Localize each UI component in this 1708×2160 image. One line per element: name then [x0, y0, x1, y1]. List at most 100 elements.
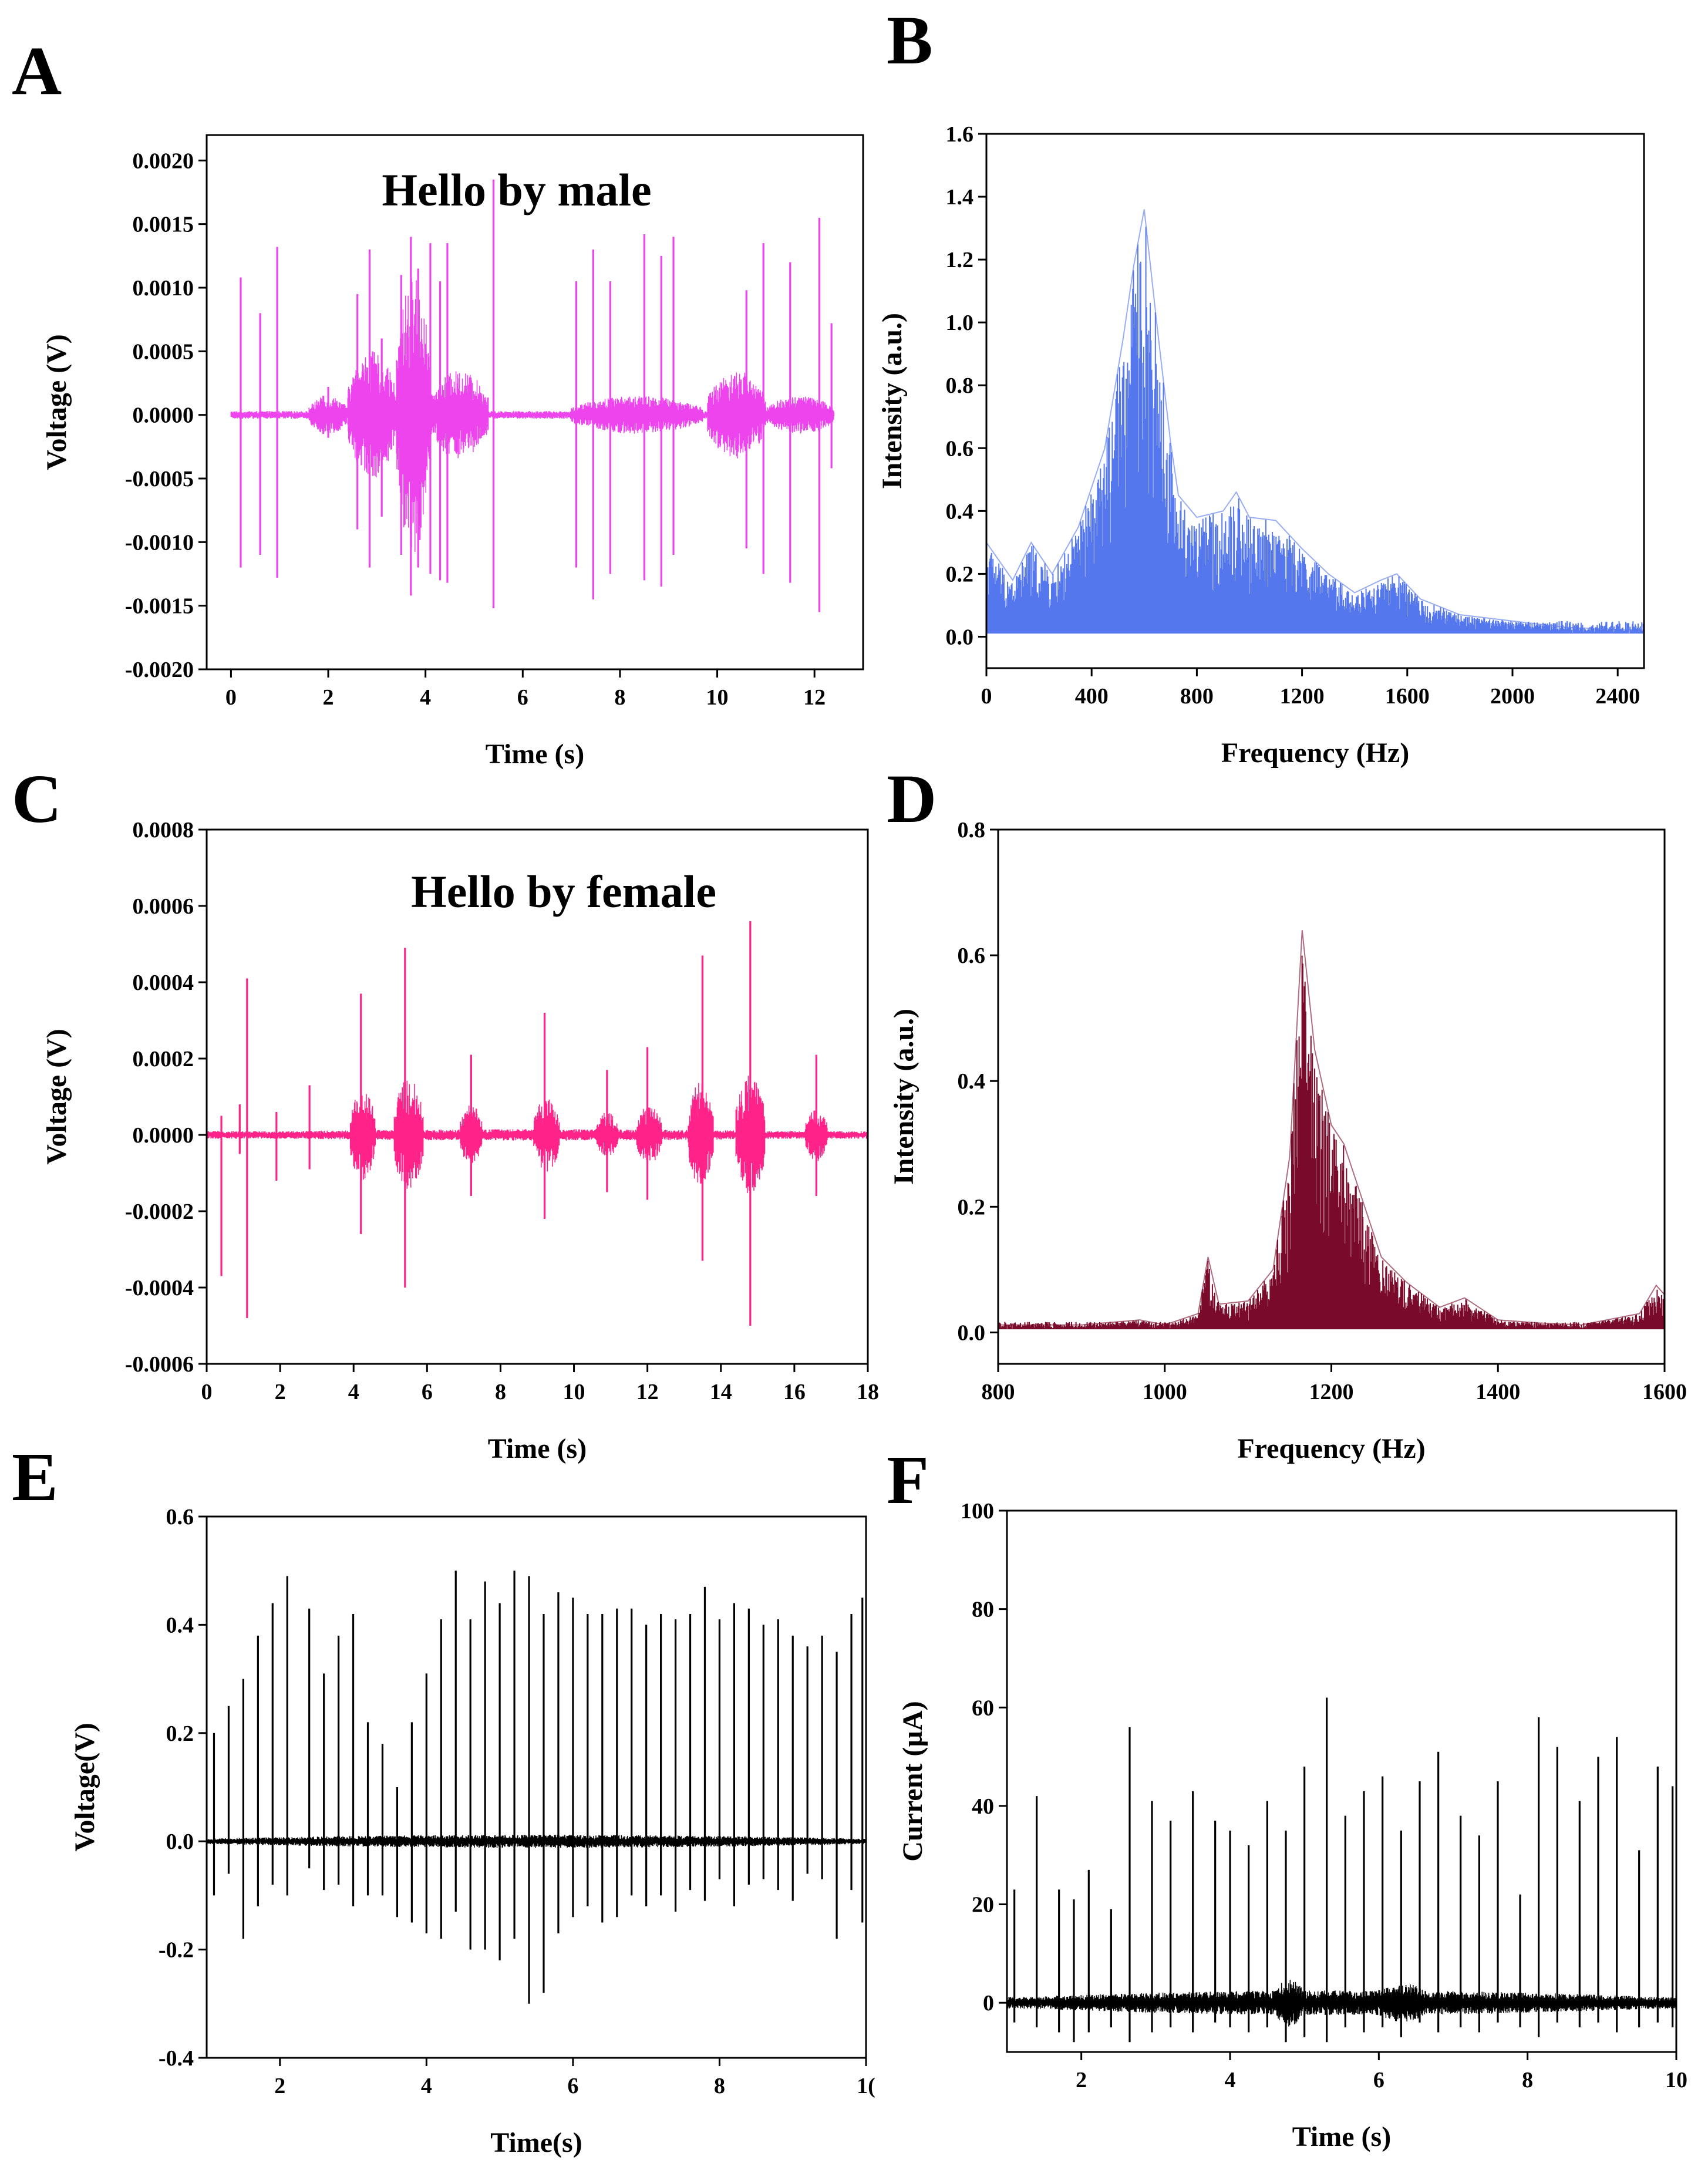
y-tick-label: 0.6: [958, 943, 986, 968]
y-tick-label: 0.8: [946, 373, 974, 398]
series-spectrum: [998, 930, 1665, 1330]
y-tick-label: 0.6: [166, 1505, 194, 1529]
x-tick-label: 1400: [1475, 1380, 1520, 1404]
plot-frame: [206, 134, 864, 670]
x-tick-label: 12: [803, 685, 826, 710]
y-tick-label: 0.0: [166, 1829, 194, 1854]
y-tick-label: 0.0: [946, 625, 974, 649]
x-tick-label: 2: [323, 685, 334, 710]
y-tick-label: 1.6: [946, 122, 974, 147]
y-axis-label: Voltage (V): [41, 1029, 72, 1165]
y-tick-label: 0.4: [166, 1613, 194, 1637]
y-tick-label: 0.0000: [133, 1123, 194, 1148]
y-tick-label: -0.0005: [125, 467, 194, 491]
x-tick-label: 14: [710, 1380, 732, 1404]
spectrum-envelope: [986, 209, 1644, 631]
x-tick-label: 10: [563, 1380, 585, 1404]
y-axis-label: Current (µA): [897, 1701, 928, 1861]
y-tick-label: 0.0006: [133, 894, 194, 919]
y-tick-label: 0.0: [958, 1320, 986, 1345]
y-tick-label: 1.0: [946, 311, 974, 335]
x-tick-label: 800: [982, 1380, 1015, 1404]
x-axis-label: Time (s): [1292, 2121, 1391, 2152]
x-tick-label: 800: [1180, 684, 1214, 709]
y-tick-label: -0.0015: [125, 594, 194, 619]
y-axis-label: Voltage (V): [41, 334, 72, 470]
y-axis-label: Voltage(V): [69, 1723, 100, 1852]
x-tick-label: 18: [857, 1380, 879, 1404]
x-tick-label: 6: [567, 2074, 578, 2098]
x-tick-label: 1600: [1642, 1380, 1687, 1404]
plot-frame: [206, 828, 869, 1365]
x-axis-label: Time(s): [490, 2127, 582, 2158]
x-tick-label: 1(: [857, 2074, 875, 2098]
panel-letter: E: [12, 1438, 58, 1515]
x-tick-label: 4: [348, 1380, 359, 1404]
plot-frame: [1006, 1509, 1677, 2053]
series-signal: [207, 1571, 866, 2004]
plot-frame: [206, 1515, 867, 2059]
series-signal: [230, 179, 835, 612]
x-tick-label: 2000: [1490, 684, 1535, 709]
x-tick-label: 0: [981, 684, 992, 709]
x-axis-label: Frequency (Hz): [1237, 1433, 1425, 1464]
x-tick-label: 16: [783, 1380, 806, 1404]
y-tick-label: -0.2: [159, 1938, 194, 1963]
y-tick-label: 0.2: [958, 1195, 986, 1219]
x-tick-label: 8: [1522, 2068, 1533, 2092]
x-tick-label: 4: [420, 685, 431, 710]
y-tick-label: 0.4: [958, 1069, 986, 1094]
y-tick-label: 80: [972, 1598, 994, 1622]
y-tick-label: 0.4: [946, 499, 974, 524]
y-tick-label: 0.0020: [133, 149, 194, 173]
y-tick-label: 60: [972, 1696, 994, 1720]
y-tick-label: 20: [972, 1893, 994, 1918]
x-tick-label: 0: [225, 685, 237, 710]
x-tick-label: 10: [1665, 2068, 1687, 2092]
x-tick-label: 4: [1225, 2068, 1236, 2092]
y-tick-label: 0.0004: [133, 971, 194, 995]
x-tick-label: 8: [495, 1380, 506, 1404]
x-tick-label: 2: [1076, 2068, 1087, 2092]
y-tick-label: 100: [961, 1499, 994, 1524]
panel-b: B 0 400 800 1200 1600 2000 2400 0.0 0.2 0.4 0.6 0.8 1…: [877, 2, 1645, 769]
x-tick-label: 8: [614, 685, 625, 710]
x-axis-label: Time (s): [486, 739, 584, 770]
y-tick-label: 1.2: [946, 248, 974, 272]
y-tick-label: -0.0004: [125, 1276, 194, 1300]
panel-letter: D: [887, 760, 936, 837]
y-tick-label: 0.0000: [133, 403, 194, 428]
x-tick-label: 6: [422, 1380, 433, 1404]
spectrum-envelope: [998, 930, 1665, 1326]
y-tick-label: -0.0006: [125, 1352, 194, 1377]
panel-letter: B: [887, 2, 933, 79]
x-tick-label: 1200: [1280, 684, 1325, 709]
y-tick-label: 1.4: [946, 185, 974, 210]
y-tick-label: 0.2: [946, 562, 974, 587]
x-tick-label: 8: [714, 2074, 725, 2098]
y-tick-label: -0.0010: [125, 530, 194, 555]
y-tick-label: 0.0015: [133, 213, 194, 237]
x-tick-label: 1600: [1385, 684, 1430, 709]
x-axis-label: Time (s): [488, 1433, 587, 1464]
panel-letter: C: [12, 760, 62, 837]
x-tick-label: 2400: [1595, 684, 1640, 709]
series-signal: [1007, 1697, 1676, 2043]
y-tick-label: 0.6: [946, 436, 974, 461]
y-tick-label: 0: [983, 1991, 994, 2016]
chart-title: Hello by male: [382, 164, 651, 215]
y-tick-label: -0.0002: [125, 1199, 194, 1224]
x-tick-label: 10: [706, 685, 729, 710]
y-tick-label: 0.0008: [133, 818, 194, 843]
spectrum-fill: [986, 227, 1644, 634]
y-tick-label: 40: [972, 1794, 994, 1819]
x-tick-label: 2: [274, 2074, 285, 2098]
x-tick-label: 400: [1075, 684, 1109, 709]
panel-letter: F: [887, 1441, 929, 1518]
x-tick-label: 4: [421, 2074, 432, 2098]
x-tick-label: 0: [201, 1380, 213, 1404]
y-axis-label: Intensity (a.u.): [888, 1009, 919, 1185]
panel-letter: A: [12, 32, 62, 109]
